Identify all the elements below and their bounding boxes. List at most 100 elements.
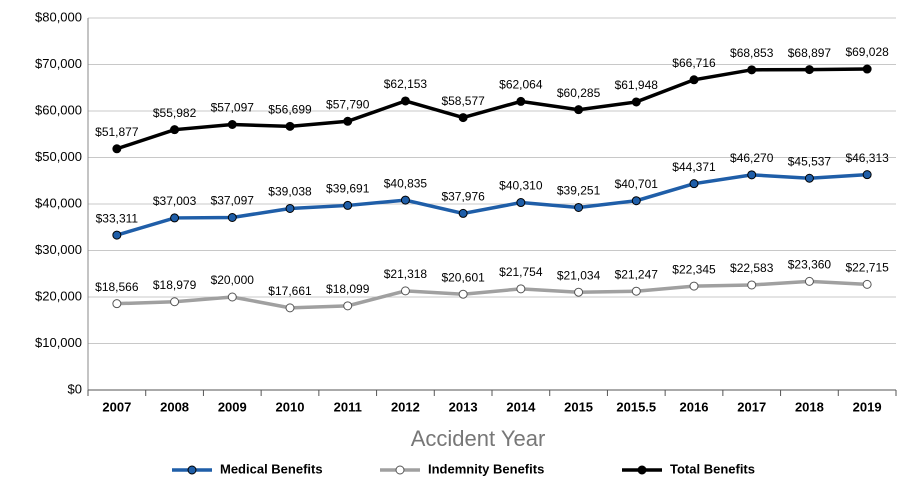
data-label: $22,715	[845, 261, 889, 275]
data-point	[574, 202, 584, 212]
data-point	[804, 65, 814, 75]
x-tick-label: 2012	[391, 399, 420, 414]
y-tick-label: $70,000	[35, 56, 82, 71]
data-point	[400, 96, 410, 106]
data-point	[285, 121, 295, 131]
x-axis-title: Accident Year	[411, 426, 546, 451]
x-tick-label: 2013	[449, 399, 478, 414]
data-point	[747, 65, 757, 75]
data-point	[862, 279, 872, 289]
data-point	[458, 289, 468, 299]
data-label: $62,064	[499, 78, 543, 92]
data-label: $68,897	[788, 46, 832, 60]
data-label: $33,311	[96, 211, 139, 225]
data-point	[458, 113, 468, 123]
data-point	[285, 203, 295, 213]
series-line	[116, 279, 868, 310]
x-tick-label: 2015	[564, 399, 593, 414]
legend-marker	[395, 465, 405, 475]
data-point	[631, 97, 641, 107]
data-point	[516, 198, 526, 208]
x-tick-label: 2011	[334, 399, 362, 414]
data-point	[170, 125, 180, 135]
data-point	[747, 170, 757, 180]
data-point	[689, 179, 699, 189]
data-label: $22,345	[672, 262, 716, 276]
data-point	[343, 200, 353, 210]
data-point	[689, 281, 699, 291]
x-tick-label: 2009	[218, 399, 247, 414]
data-point	[343, 116, 353, 126]
data-label: $56,699	[268, 103, 312, 117]
data-point	[862, 64, 872, 74]
data-point	[400, 195, 410, 205]
data-label: $68,853	[730, 46, 774, 60]
data-label: $18,566	[95, 280, 139, 294]
x-tick-label: 2007	[102, 399, 131, 414]
data-label: $18,979	[153, 278, 197, 292]
y-tick-label: $80,000	[35, 9, 82, 24]
data-label: $40,701	[615, 177, 659, 191]
x-tick-label: 2017	[737, 399, 766, 414]
data-label: $39,251	[557, 184, 601, 198]
legend-marker	[637, 465, 647, 475]
data-point	[804, 276, 814, 286]
x-tick-label: 2019	[853, 399, 882, 414]
y-tick-label: $0	[68, 381, 82, 396]
data-point	[227, 292, 237, 302]
data-label: $18,099	[326, 282, 370, 296]
data-label: $21,034	[557, 268, 601, 282]
data-label: $60,285	[557, 86, 601, 100]
data-label: $40,310	[499, 179, 543, 193]
data-label: $46,313	[845, 151, 889, 165]
data-label: $37,003	[153, 194, 197, 208]
data-label: $20,000	[211, 273, 255, 287]
data-label: $21,318	[384, 267, 428, 281]
y-tick-label: $10,000	[35, 335, 82, 350]
x-tick-label: 2014	[506, 399, 536, 414]
data-label: $61,948	[615, 78, 659, 92]
data-label: $66,716	[672, 56, 716, 70]
x-tick-label: 2008	[160, 399, 189, 414]
data-point	[112, 144, 122, 154]
y-tick-label: $40,000	[35, 195, 82, 210]
y-tick-label: $60,000	[35, 102, 82, 117]
data-point	[631, 196, 641, 206]
data-point	[112, 230, 122, 240]
data-point	[862, 170, 872, 180]
data-point	[516, 96, 526, 106]
legend-label: Total Benefits	[670, 461, 755, 476]
data-label: $37,097	[211, 194, 255, 208]
data-label: $45,537	[788, 154, 832, 168]
data-point	[285, 303, 295, 313]
data-label: $17,661	[268, 284, 312, 298]
data-label: $21,754	[499, 265, 543, 279]
data-label: $57,790	[326, 97, 370, 111]
data-label: $39,691	[326, 182, 370, 196]
legend-label: Indemnity Benefits	[428, 461, 544, 476]
data-point	[574, 105, 584, 115]
data-label: $46,270	[730, 151, 774, 165]
x-tick-label: 2015.5	[616, 399, 656, 414]
data-label: $37,976	[441, 190, 485, 204]
data-label: $58,577	[441, 94, 485, 108]
data-point	[400, 286, 410, 296]
data-point	[516, 284, 526, 294]
legend-label: Medical Benefits	[220, 461, 323, 476]
data-point	[227, 212, 237, 222]
legend-marker	[187, 465, 197, 475]
data-point	[227, 119, 237, 129]
data-label: $44,371	[672, 160, 716, 174]
data-point	[343, 301, 353, 311]
x-tick-label: 2010	[276, 399, 305, 414]
data-point	[804, 173, 814, 183]
data-point	[574, 287, 584, 297]
series-line	[116, 172, 868, 237]
data-label: $62,153	[384, 77, 428, 91]
data-label: $69,028	[845, 45, 889, 59]
x-tick-label: 2016	[680, 399, 709, 414]
data-point	[112, 299, 122, 309]
y-tick-label: $20,000	[35, 288, 82, 303]
y-tick-label: $50,000	[35, 149, 82, 164]
